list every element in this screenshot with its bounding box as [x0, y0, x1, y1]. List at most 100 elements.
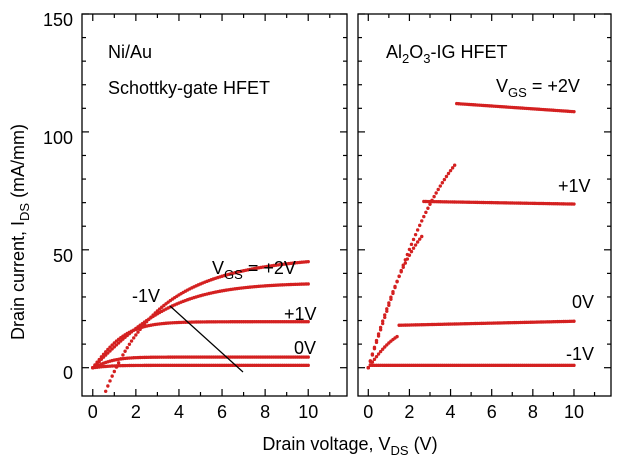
- al2o3-series-1-point-19: [405, 257, 410, 261]
- al2o3-series-2-point-3: [372, 357, 377, 362]
- schottky-series-1-point-6: [104, 350, 108, 354]
- al2o3-series-1-point-22: [411, 246, 416, 250]
- schottky-series-4-point-4: [112, 369, 117, 374]
- al2o3-series-1-point-10: [387, 301, 391, 305]
- y-tick-label-0: 0: [63, 363, 73, 383]
- al2o3-series-0-point-25: [418, 223, 422, 228]
- al2o3-series-1-point-8: [383, 313, 387, 317]
- schottky-series-4-point-8: [121, 353, 125, 357]
- schottky-x-tick-label-2: 2: [131, 402, 141, 422]
- al2o3-series-2-point-7: [380, 347, 385, 351]
- al2o3-series-0-point-8: [383, 315, 387, 320]
- panel-al2o3-points: [366, 101, 576, 370]
- schottky-series-4-point-5: [114, 365, 119, 369]
- al2o3-series-1-point-23: [413, 243, 418, 247]
- schottky-series-2-point-100: [306, 355, 310, 359]
- al2o3-series-0-point-23: [413, 232, 418, 237]
- al2o3-series-1-point-18: [403, 261, 408, 265]
- al2o3-label-minus1: -1V: [566, 344, 594, 364]
- schottky-series-1-point-9: [110, 343, 114, 347]
- schottky-label-minus1: -1V: [132, 286, 160, 306]
- al2o3-series-1-point-6: [378, 325, 383, 330]
- schottky-series-1-point-7: [106, 347, 110, 352]
- al2o3-series-1-point-4: [374, 338, 379, 343]
- al2o3-series-0-point-9: [385, 309, 389, 313]
- al2o3-series-0-point-36: [440, 181, 445, 185]
- schottky-series-4-point-11: [127, 342, 132, 347]
- schottky-series-4-point-18: [142, 322, 147, 326]
- al2o3-series-0-point-22: [411, 237, 416, 242]
- al2o3-series-1-point-26: [420, 234, 424, 239]
- schottky-series-4-point-0: [104, 389, 108, 393]
- al2o3-series-0-point-38: [444, 174, 449, 179]
- schottky-series-4-point-16: [138, 327, 142, 332]
- schottky-minus1-leader-line: [169, 305, 244, 373]
- al2o3-label-plus1: +1V: [558, 176, 591, 196]
- al2o3-series-0-point-29: [426, 206, 430, 210]
- al2o3-series-0-point-33: [434, 191, 438, 195]
- al2o3-series-0-point-27: [422, 214, 426, 219]
- al2o3-series-1-point-14: [395, 279, 399, 284]
- al2o3-series-0-point-28: [424, 210, 428, 215]
- al2o3-series-2-point-14: [395, 334, 399, 339]
- y-axis-label: Drain current, IDS (mA/mm): [8, 124, 32, 340]
- al2o3-series-1-point-7: [380, 319, 385, 323]
- al2o3-series-2-point-2: [370, 360, 375, 364]
- schottky-series-4-point-7: [119, 357, 123, 361]
- panel-al2o3-ticks: [358, 13, 611, 396]
- al2o3-x-tick-label-4: 4: [446, 402, 456, 422]
- schottky-series-4-point-10: [125, 346, 129, 350]
- y-tick-labels: 0 50 100 150: [43, 10, 73, 383]
- schottky-series-4-point-22: [151, 313, 155, 317]
- panel-schottky-title-line2: Schottky-gate HFET: [108, 78, 270, 98]
- y-tick-label-100: 100: [43, 128, 73, 148]
- al2o3-label-0v: 0V: [572, 292, 594, 312]
- al2o3-series-0-point-34: [436, 187, 440, 192]
- schottky-series-1-point-8: [108, 345, 112, 349]
- al2o3-series-0-point-35: [438, 184, 442, 188]
- schottky-series-4-point-6: [116, 361, 121, 365]
- schottky-x-tick-label-4: 4: [174, 402, 184, 422]
- panel-schottky-frame: [81, 13, 348, 397]
- schottky-x-tick-label-8: 8: [260, 402, 270, 422]
- al2o3-series-0-point-20: [407, 247, 412, 252]
- al2o3-series-0-point-37: [442, 177, 447, 182]
- schottky-series-4-point-12: [129, 339, 134, 343]
- panel-schottky-title-line1: Ni/Au: [108, 42, 152, 62]
- schottky-label-vgs-plus2: VGS = +2V: [212, 258, 296, 282]
- al2o3-series-0-point-39: [446, 171, 451, 176]
- al2o3-series-1-point-3: [372, 345, 377, 349]
- al2o3-series-1-point-21: [409, 249, 414, 254]
- al2o3-series-0-point-24: [415, 228, 420, 232]
- al2o3-series-1-point-13: [393, 284, 397, 289]
- panel-schottky-points: [91, 259, 310, 393]
- al2o3-series-1-point-5: [376, 332, 381, 336]
- al2o3-x-tick-label-6: 6: [487, 402, 497, 422]
- al2o3-label-vgs-plus2: VGS = +2V: [496, 76, 580, 100]
- panel-al2o3-title: Al2O3-IG HFET: [386, 42, 508, 66]
- schottky-label-0v: 0V: [294, 338, 316, 358]
- al2o3-series-1-point-20: [407, 253, 412, 257]
- schottky-series-0-point-100: [306, 282, 310, 286]
- al2o3-x-tick-label-2: 2: [404, 402, 414, 422]
- al2o3-series-1-point-24: [415, 240, 420, 244]
- schottky-series-3-point-100: [306, 363, 310, 368]
- schottky-series-4-point-23: [153, 311, 157, 315]
- al2o3-series-2-point-100: [572, 319, 576, 323]
- al2o3-x-tick-label-0: 0: [363, 402, 373, 422]
- al2o3-series-1-point-25: [418, 237, 422, 241]
- schottky-x-tick-label-6: 6: [217, 402, 227, 422]
- y-tick-label-50: 50: [53, 246, 73, 266]
- schottky-series-1-point-100: [306, 320, 310, 324]
- al2o3-series-1-point-12: [391, 290, 395, 294]
- schottky-x-tick-label-0: 0: [88, 402, 98, 422]
- al2o3-x-tick-label-10: 10: [564, 402, 584, 422]
- x-axis-label: Drain voltage, VDS (V): [262, 434, 437, 458]
- al2o3-series-1-point-11: [389, 295, 393, 299]
- al2o3-series-0-point-32: [432, 194, 436, 199]
- al2o3-series-0-point-100: [572, 109, 576, 114]
- al2o3-series-3-point-0: [366, 366, 370, 370]
- panel-al2o3: 0 2 4 6 8 10 Al2O3-IG HFET VGS = +2V +1V 0V -…: [357, 13, 612, 422]
- al2o3-series-1-point-9: [385, 307, 389, 311]
- schottky-series-4-point-2: [108, 379, 112, 383]
